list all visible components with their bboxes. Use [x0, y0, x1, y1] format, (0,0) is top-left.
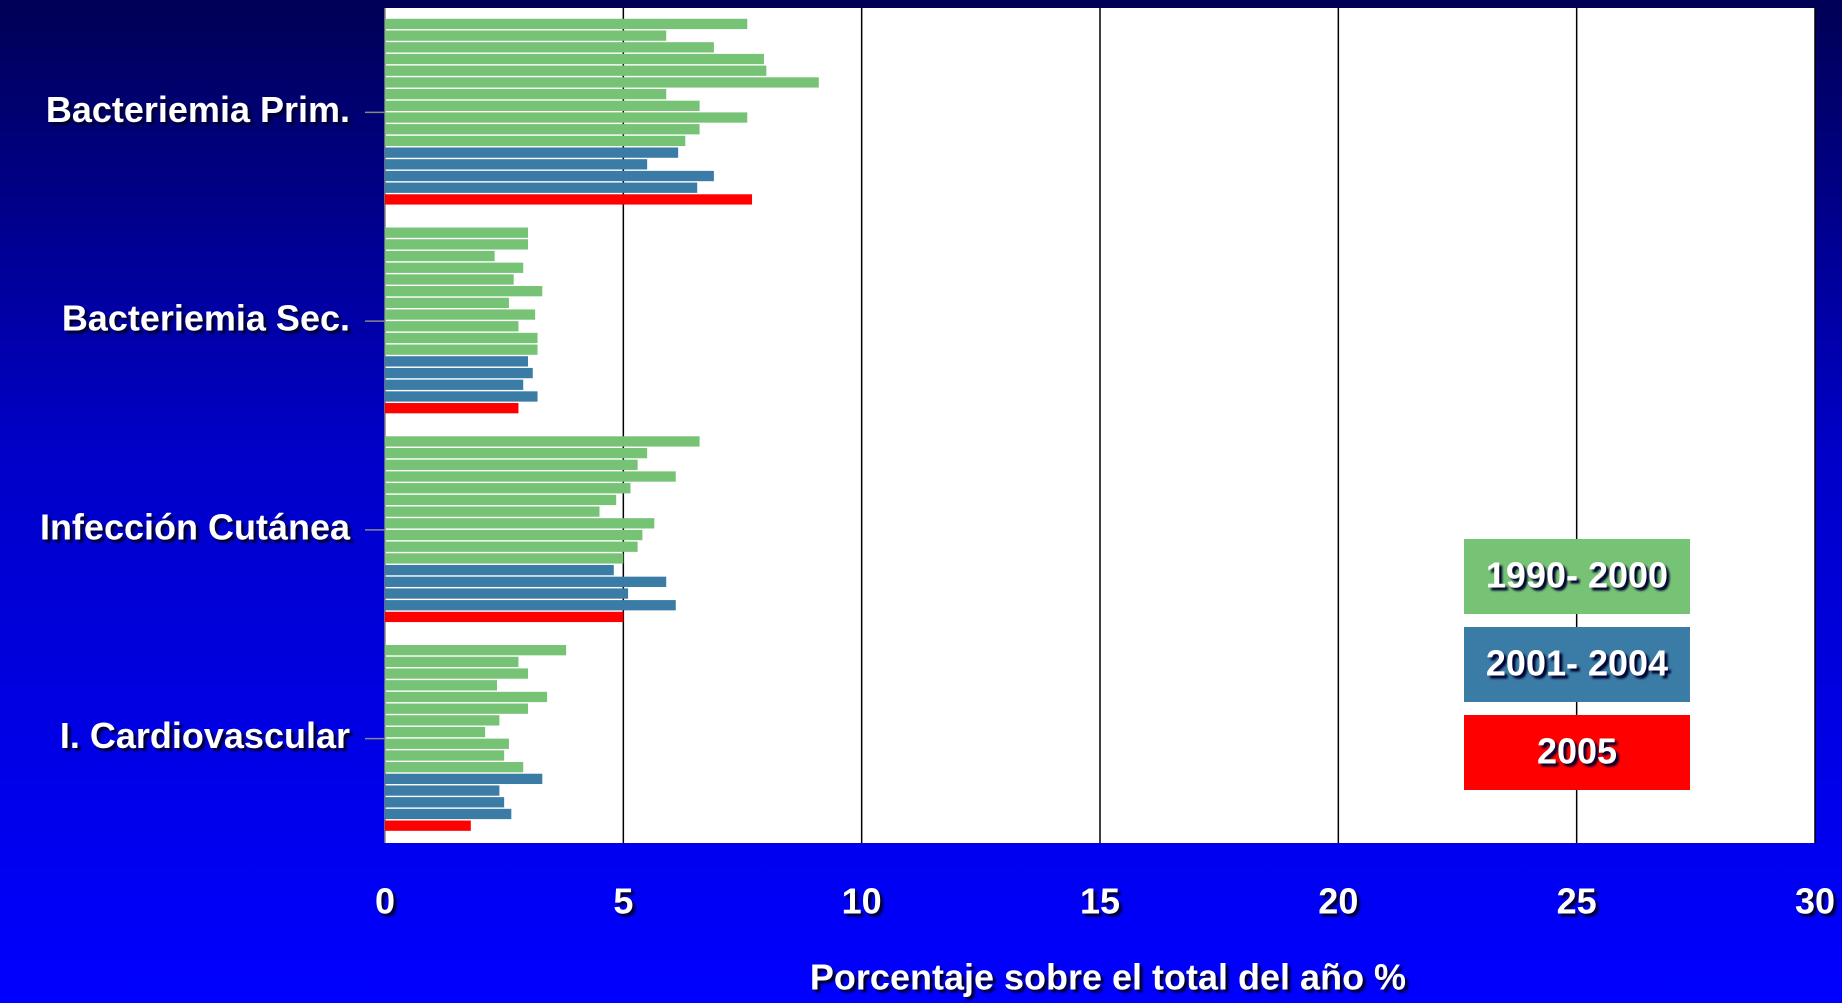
- bar: [385, 715, 500, 726]
- bar: [385, 147, 679, 158]
- bar: [385, 42, 714, 53]
- bar: [385, 680, 498, 691]
- legend-swatch: [1464, 715, 1690, 790]
- bar: [385, 553, 624, 564]
- bar: [385, 471, 676, 482]
- bar: [385, 356, 528, 367]
- bar: [385, 668, 528, 679]
- bar: [385, 750, 505, 761]
- x-tick-label: 25: [1557, 881, 1597, 922]
- bar: [385, 194, 753, 205]
- bar: [385, 436, 700, 447]
- bar: [385, 588, 629, 599]
- bar: [385, 88, 667, 100]
- y-tick-label: Infección Cutánea: [40, 506, 351, 547]
- x-tick-label: 0: [375, 881, 395, 922]
- bar: [385, 250, 495, 262]
- bar: [385, 30, 667, 41]
- bar: [385, 726, 486, 738]
- bar: [385, 367, 533, 379]
- bar: [385, 576, 667, 587]
- bar: [385, 286, 543, 297]
- bar: [385, 808, 512, 820]
- bar: [385, 691, 548, 703]
- x-tick-label: 20: [1318, 881, 1358, 922]
- bar: [385, 297, 509, 309]
- bar: [385, 529, 643, 541]
- x-tick-label: 30: [1795, 881, 1835, 922]
- bar: [385, 738, 509, 749]
- bar: [385, 309, 536, 320]
- bar: [385, 112, 748, 123]
- bar: [385, 459, 638, 470]
- bar: [385, 77, 819, 88]
- legend-label: 2001- 2004: [1486, 643, 1668, 684]
- y-tick-label: Bacteriemia Sec.: [62, 298, 350, 339]
- x-tick-label: 15: [1080, 881, 1120, 922]
- bar: [385, 239, 528, 250]
- bar: [385, 820, 471, 831]
- bar: [385, 391, 538, 402]
- legend-label: 2005: [1537, 731, 1617, 772]
- bar: [385, 159, 648, 170]
- bar: [385, 506, 600, 517]
- legend-swatch: [1464, 539, 1690, 614]
- x-axis-label: Porcentaje sobre el total del año %: [810, 957, 1406, 998]
- legend-label: 1990- 2000: [1486, 555, 1668, 596]
- bar: [385, 18, 748, 30]
- bar: [385, 611, 624, 623]
- legend-swatch: [1464, 627, 1690, 702]
- bar: [385, 541, 638, 552]
- bar: [385, 447, 648, 459]
- bar: [385, 518, 655, 529]
- bar: [385, 564, 614, 576]
- y-tick-label: Bacteriemia Prim.: [46, 89, 350, 130]
- bar: [385, 135, 686, 147]
- bar: [385, 773, 543, 785]
- bar: [385, 403, 519, 414]
- bar: [385, 124, 700, 135]
- bar: [385, 65, 767, 76]
- bar: [385, 100, 700, 111]
- bar: [385, 483, 631, 494]
- bar: [385, 656, 519, 668]
- bar: [385, 182, 698, 193]
- bar: [385, 762, 524, 773]
- bar: [385, 494, 617, 506]
- bar: [385, 344, 538, 355]
- bar: [385, 53, 764, 65]
- bar: [385, 785, 500, 796]
- bar: [385, 645, 567, 656]
- bar: [385, 170, 714, 182]
- y-tick-label: I. Cardiovascular: [60, 715, 350, 756]
- bar: [385, 600, 676, 611]
- bar: [385, 379, 524, 390]
- bar: [385, 797, 505, 808]
- bar: [385, 703, 528, 714]
- bar: [385, 262, 524, 273]
- x-tick-label: 5: [613, 881, 633, 922]
- x-tick-label: 10: [842, 881, 882, 922]
- bar: [385, 227, 528, 238]
- bar: [385, 274, 514, 285]
- bar: [385, 332, 538, 344]
- bar: [385, 321, 519, 332]
